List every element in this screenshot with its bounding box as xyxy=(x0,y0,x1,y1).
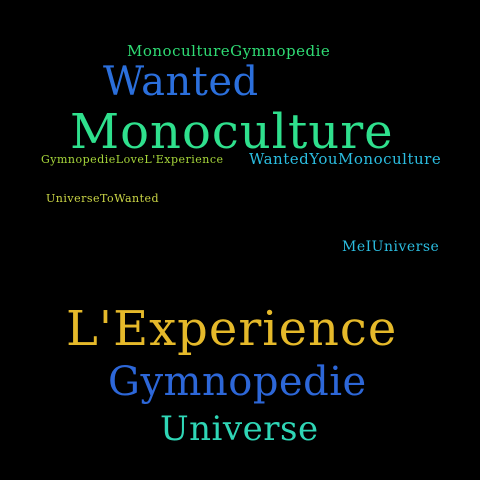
word-me-universe: MeIUniverse xyxy=(342,239,440,255)
word-universe-to-wanted: UniverseToWanted xyxy=(46,192,160,205)
word-monoculture: Monoculture xyxy=(70,104,394,160)
word-lexperience: L'Experience xyxy=(66,301,398,357)
word-gymnopedie-love-lexperience: GymnopedieLoveL'Experience xyxy=(41,153,224,166)
word-universe: Universe xyxy=(160,409,319,449)
word-monoculture-gymnopedie: MonocultureGymnopedie xyxy=(127,42,331,60)
word-gymnopedie: Gymnopedie xyxy=(108,359,367,405)
word-wanted: Wanted xyxy=(103,59,259,105)
word-wanted-you-monoculture: WantedYouMonoculture xyxy=(249,150,442,168)
